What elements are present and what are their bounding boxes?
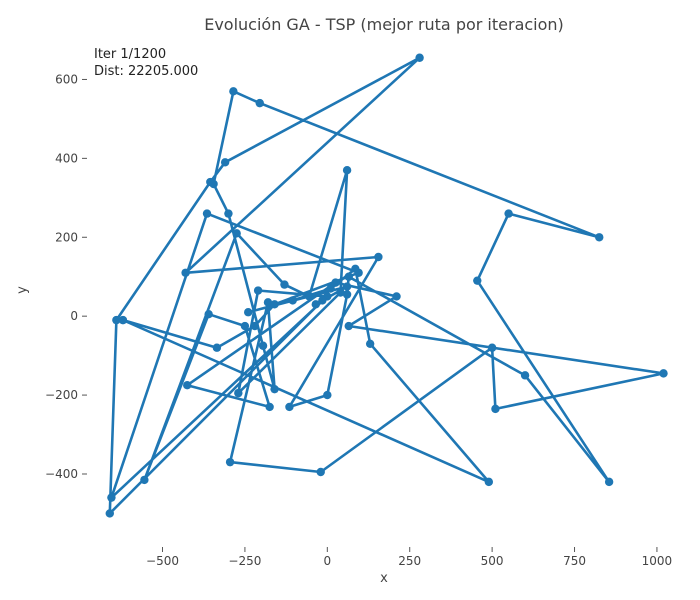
city-point	[202, 209, 212, 218]
city-point	[365, 339, 375, 348]
city-point	[473, 276, 482, 285]
city-point	[415, 53, 424, 62]
x-tick-label: −250	[228, 554, 261, 568]
city-point	[342, 290, 352, 299]
y-axis-label: y	[15, 286, 30, 294]
city-point	[487, 343, 497, 352]
chart-title: Evolución GA - TSP (mejor ruta por itera…	[204, 15, 564, 34]
y-tick-label: 600	[55, 72, 78, 86]
city-point	[240, 321, 250, 331]
city-point	[224, 209, 233, 218]
city-point	[220, 158, 230, 167]
city-point	[234, 388, 243, 398]
city-point	[491, 404, 500, 414]
city-point	[504, 209, 513, 218]
city-point	[318, 296, 327, 305]
city-point	[326, 284, 335, 293]
city-point	[265, 402, 274, 412]
city-point	[392, 292, 401, 301]
x-tick-label: 1000	[642, 554, 673, 568]
city-point	[331, 278, 340, 287]
city-point	[263, 298, 273, 307]
city-point	[604, 477, 614, 487]
city-point	[255, 98, 264, 108]
city-point	[270, 384, 279, 394]
city-point	[204, 309, 213, 319]
city-point	[209, 179, 218, 189]
city-point	[250, 321, 260, 331]
plot-area	[105, 53, 668, 518]
city-point	[344, 321, 353, 331]
city-point	[285, 402, 294, 412]
x-tick-label: −500	[146, 554, 179, 568]
city-point	[183, 381, 192, 390]
city-point	[374, 252, 383, 262]
x-tick-label: 250	[398, 554, 421, 568]
city-point	[244, 308, 253, 317]
city-point	[484, 477, 494, 487]
city-point	[140, 475, 149, 485]
city-point	[595, 233, 604, 242]
city-point	[659, 369, 668, 378]
city-point	[342, 282, 352, 291]
city-point	[342, 165, 352, 175]
annotation-line-1: Iter 1/1200	[94, 47, 166, 62]
city-point	[288, 296, 297, 305]
city-point	[280, 280, 289, 289]
x-tick-label: 0	[323, 554, 331, 568]
city-point	[253, 286, 263, 295]
y-tick-label: 0	[70, 309, 78, 323]
city-point	[181, 268, 190, 277]
city-point	[107, 493, 116, 502]
x-tick-label: 500	[481, 554, 504, 568]
x-axis-label: x	[380, 571, 388, 586]
y-tick-label: 400	[55, 151, 78, 165]
city-point	[336, 288, 345, 297]
y-tick-label: 200	[55, 230, 78, 244]
city-point	[229, 87, 238, 96]
city-point	[316, 467, 325, 477]
city-point	[311, 300, 320, 309]
city-point	[112, 315, 121, 325]
city-point	[225, 457, 235, 467]
city-point	[232, 229, 241, 238]
route-line	[108, 56, 665, 515]
city-point	[270, 300, 279, 309]
city-point	[323, 390, 332, 400]
city-point	[304, 292, 314, 301]
x-tick-label: 750	[563, 554, 586, 568]
city-point	[118, 315, 128, 325]
city-point	[258, 341, 268, 350]
city-point	[105, 509, 114, 518]
tick-group: −500 −250 0 250 500 750 1000 −400 −200 0 200 400 600	[45, 72, 672, 568]
y-tick-label: −400	[45, 467, 78, 481]
city-point	[344, 272, 353, 281]
city-point	[520, 371, 530, 380]
city-point	[212, 343, 222, 352]
city-point	[351, 264, 360, 274]
annotation-line-2: Dist: 22205.000	[94, 64, 198, 79]
y-tick-label: −200	[45, 388, 78, 402]
